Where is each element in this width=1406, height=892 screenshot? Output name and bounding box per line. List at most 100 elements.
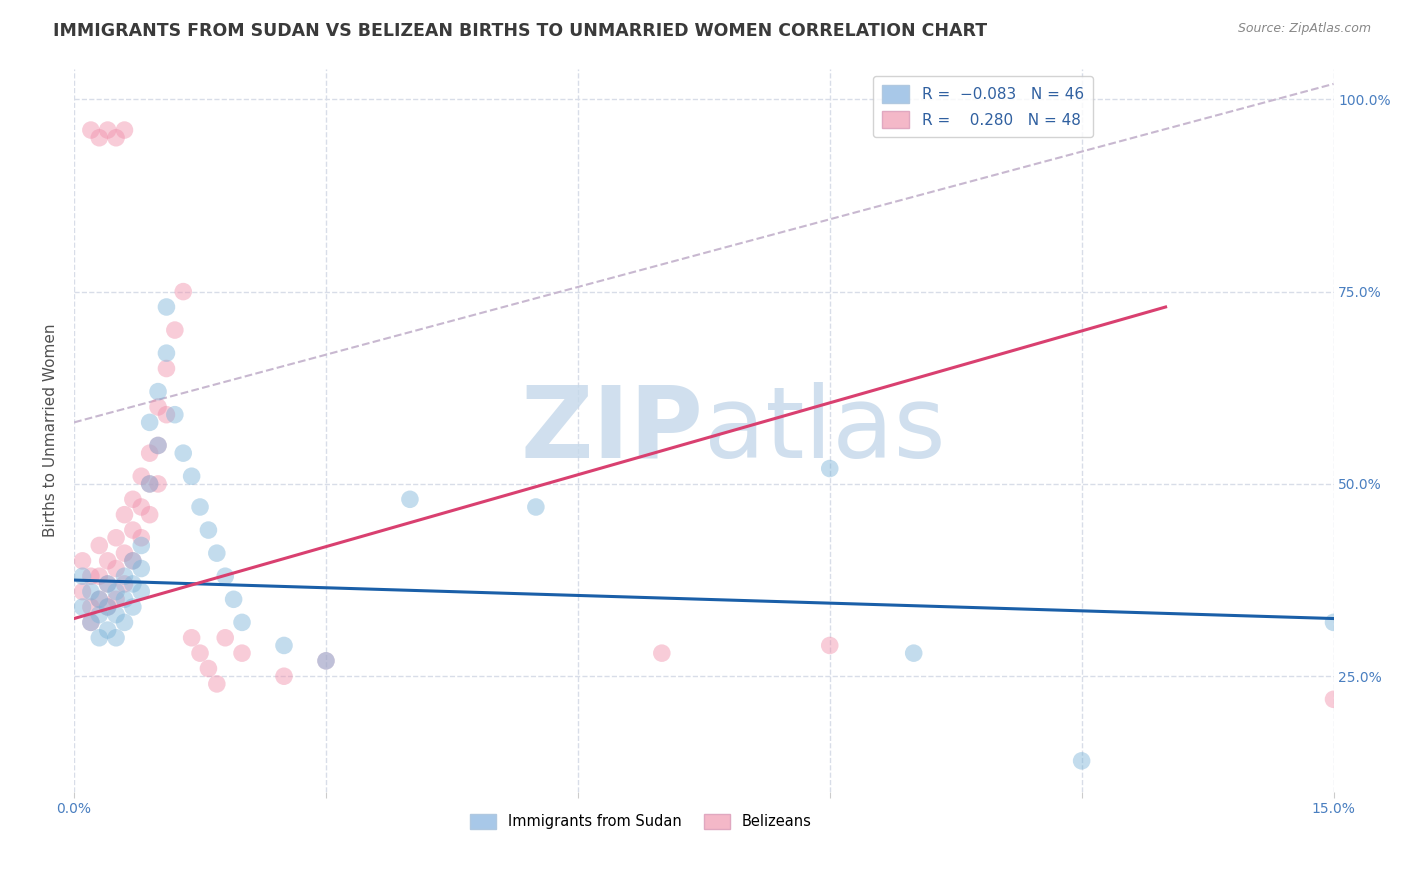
- Point: [172, 446, 194, 460]
- Point: [114, 569, 136, 583]
- Point: [97, 577, 120, 591]
- Text: atlas: atlas: [704, 382, 945, 479]
- Point: [146, 438, 169, 452]
- Point: [129, 561, 152, 575]
- Point: [163, 408, 186, 422]
- Point: [121, 554, 143, 568]
- Point: [114, 592, 136, 607]
- Point: [818, 461, 841, 475]
- Point: [129, 500, 152, 514]
- Point: [97, 577, 120, 591]
- Legend: Immigrants from Sudan, Belizeans: Immigrants from Sudan, Belizeans: [464, 808, 817, 835]
- Point: [97, 554, 120, 568]
- Point: [146, 400, 169, 414]
- Point: [146, 477, 169, 491]
- Point: [1322, 615, 1344, 630]
- Point: [89, 607, 111, 622]
- Point: [105, 607, 128, 622]
- Point: [89, 592, 111, 607]
- Point: [105, 130, 128, 145]
- Point: [197, 661, 219, 675]
- Point: [97, 599, 120, 614]
- Point: [155, 346, 177, 360]
- Point: [114, 577, 136, 591]
- Point: [114, 508, 136, 522]
- Point: [155, 361, 177, 376]
- Point: [197, 523, 219, 537]
- Point: [105, 561, 128, 575]
- Point: [138, 477, 160, 491]
- Point: [80, 584, 103, 599]
- Point: [89, 592, 111, 607]
- Point: [214, 631, 236, 645]
- Point: [80, 599, 103, 614]
- Point: [651, 646, 673, 660]
- Point: [273, 639, 295, 653]
- Text: ZIP: ZIP: [522, 382, 704, 479]
- Point: [89, 538, 111, 552]
- Point: [205, 677, 228, 691]
- Point: [89, 569, 111, 583]
- Point: [138, 508, 160, 522]
- Point: [105, 584, 128, 599]
- Point: [146, 438, 169, 452]
- Point: [524, 500, 547, 514]
- Point: [72, 554, 94, 568]
- Point: [89, 631, 111, 645]
- Point: [138, 446, 160, 460]
- Point: [231, 646, 253, 660]
- Point: [114, 615, 136, 630]
- Point: [129, 538, 152, 552]
- Point: [105, 631, 128, 645]
- Point: [114, 546, 136, 560]
- Point: [315, 654, 337, 668]
- Point: [155, 408, 177, 422]
- Point: [138, 416, 160, 430]
- Point: [188, 500, 211, 514]
- Point: [129, 531, 152, 545]
- Point: [89, 130, 111, 145]
- Point: [97, 599, 120, 614]
- Point: [315, 654, 337, 668]
- Point: [214, 569, 236, 583]
- Point: [146, 384, 169, 399]
- Point: [172, 285, 194, 299]
- Point: [80, 615, 103, 630]
- Point: [180, 631, 202, 645]
- Point: [222, 592, 245, 607]
- Point: [121, 523, 143, 537]
- Point: [163, 323, 186, 337]
- Point: [129, 584, 152, 599]
- Point: [180, 469, 202, 483]
- Point: [105, 531, 128, 545]
- Point: [72, 599, 94, 614]
- Point: [1070, 754, 1092, 768]
- Text: Source: ZipAtlas.com: Source: ZipAtlas.com: [1237, 22, 1371, 36]
- Text: IMMIGRANTS FROM SUDAN VS BELIZEAN BIRTHS TO UNMARRIED WOMEN CORRELATION CHART: IMMIGRANTS FROM SUDAN VS BELIZEAN BIRTHS…: [53, 22, 987, 40]
- Point: [121, 492, 143, 507]
- Point: [80, 615, 103, 630]
- Point: [231, 615, 253, 630]
- Point: [97, 623, 120, 637]
- Point: [903, 646, 925, 660]
- Point: [97, 123, 120, 137]
- Point: [121, 599, 143, 614]
- Point: [114, 123, 136, 137]
- Point: [80, 123, 103, 137]
- Point: [121, 554, 143, 568]
- Point: [121, 577, 143, 591]
- Y-axis label: Births to Unmarried Women: Births to Unmarried Women: [44, 323, 58, 537]
- Point: [399, 492, 422, 507]
- Point: [72, 569, 94, 583]
- Point: [80, 569, 103, 583]
- Point: [72, 584, 94, 599]
- Point: [138, 477, 160, 491]
- Point: [155, 300, 177, 314]
- Point: [273, 669, 295, 683]
- Point: [129, 469, 152, 483]
- Point: [818, 639, 841, 653]
- Point: [1322, 692, 1344, 706]
- Point: [105, 592, 128, 607]
- Point: [205, 546, 228, 560]
- Point: [188, 646, 211, 660]
